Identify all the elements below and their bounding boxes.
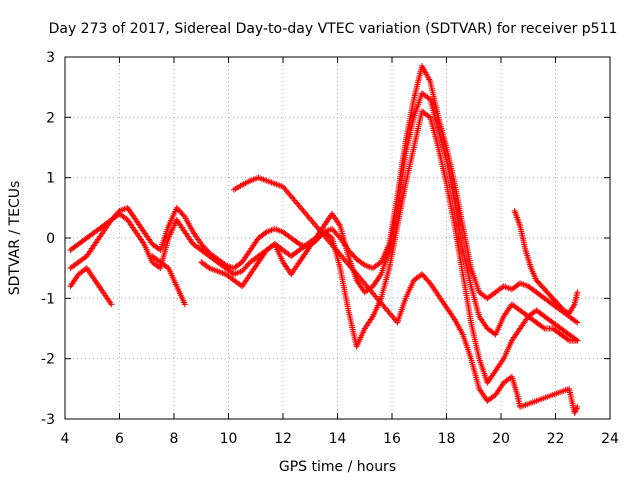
y-axis-label: SDTVAR / TECUs — [7, 181, 23, 296]
x-tick-label: 20 — [492, 431, 510, 447]
y-tick-label: -1 — [41, 291, 55, 307]
series-track-2 — [67, 90, 581, 344]
y-tick-label: -3 — [41, 412, 55, 428]
x-axis-label: GPS time / hours — [279, 459, 396, 475]
data-point — [572, 318, 579, 325]
chart-title: Day 273 of 2017, Sidereal Day-to-day VTE… — [49, 21, 618, 37]
y-tick-label: 1 — [46, 171, 55, 187]
x-tick-label: 12 — [274, 431, 292, 447]
x-tick-label: 16 — [383, 431, 401, 447]
x-tick-label: 14 — [329, 431, 347, 447]
data-point — [108, 301, 115, 308]
x-tick-label: 18 — [438, 431, 456, 447]
x-tick-label: 8 — [170, 431, 179, 447]
y-tick-label: 0 — [46, 231, 55, 247]
data-points — [67, 63, 581, 416]
x-tick-label: 24 — [601, 431, 619, 447]
x-tick-label: 22 — [547, 431, 565, 447]
data-point — [540, 324, 547, 331]
x-tick-label: 6 — [115, 431, 124, 447]
x-tick-label: 4 — [61, 431, 70, 447]
series-track-5 — [511, 207, 581, 317]
y-tick-label: 3 — [46, 50, 55, 66]
series-track-3 — [67, 108, 581, 386]
y-tick-label: -2 — [41, 352, 55, 368]
x-tick-label: 10 — [220, 431, 238, 447]
data-point — [574, 337, 581, 344]
series-track-4 — [230, 174, 581, 416]
data-point — [181, 301, 188, 308]
y-tick-label: 2 — [46, 110, 55, 126]
data-point — [574, 319, 581, 326]
data-point — [572, 336, 579, 343]
data-point — [574, 289, 581, 296]
data-point — [574, 403, 581, 410]
data-point — [564, 336, 571, 343]
